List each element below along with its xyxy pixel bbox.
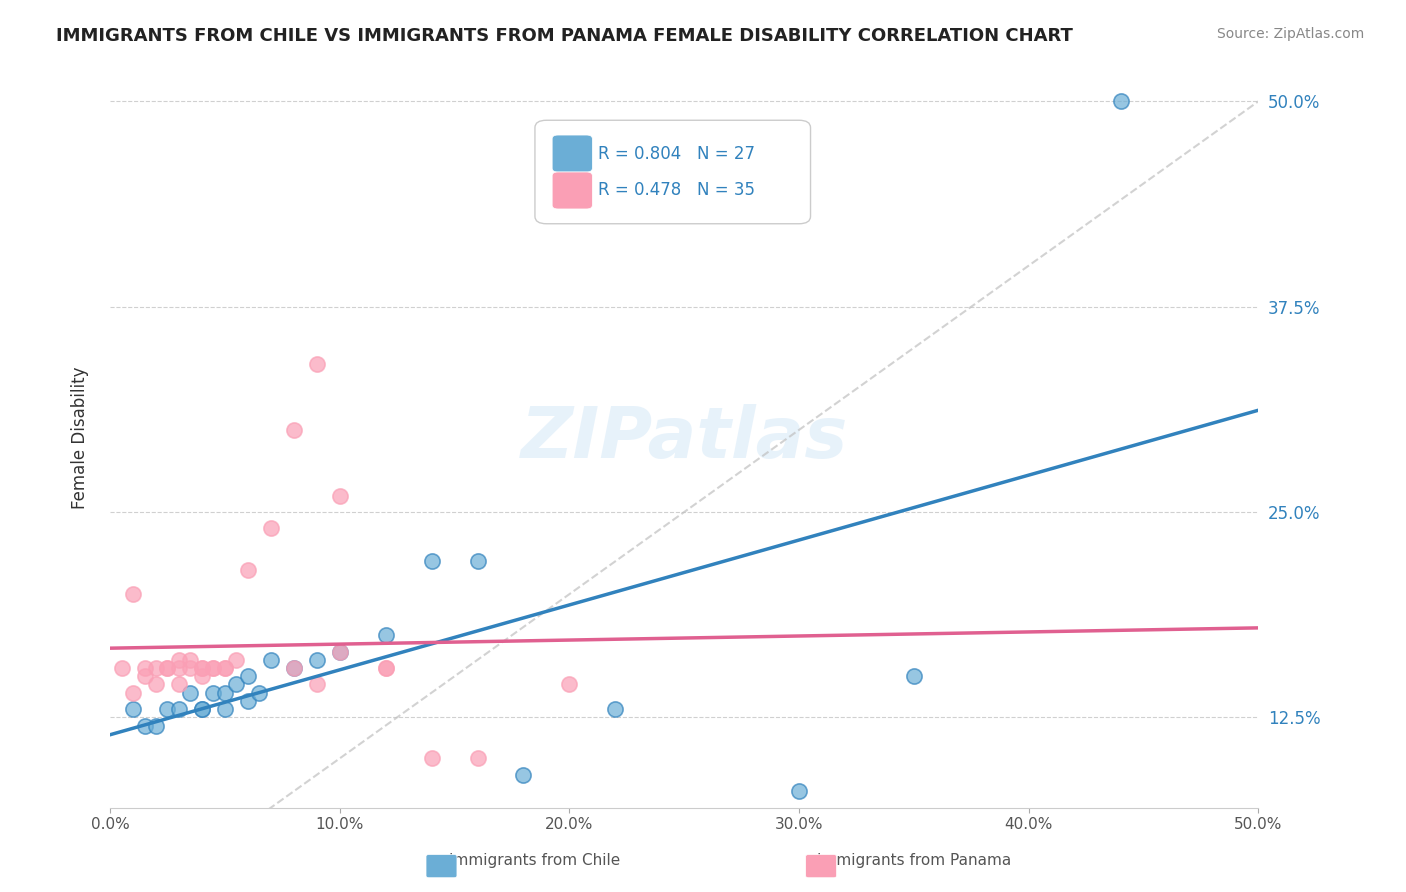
FancyBboxPatch shape bbox=[553, 135, 592, 172]
FancyBboxPatch shape bbox=[534, 120, 810, 224]
Point bbox=[225, 677, 247, 691]
Point bbox=[467, 554, 489, 568]
Point bbox=[305, 653, 328, 667]
Point bbox=[260, 653, 283, 667]
Point bbox=[191, 669, 214, 683]
Point bbox=[236, 669, 259, 683]
Point bbox=[134, 718, 156, 732]
Point bbox=[202, 661, 225, 675]
FancyBboxPatch shape bbox=[553, 172, 592, 209]
Point bbox=[558, 677, 581, 691]
Point bbox=[156, 661, 179, 675]
Text: Immigrants from Chile: Immigrants from Chile bbox=[449, 854, 620, 868]
Point bbox=[420, 751, 443, 765]
Point bbox=[122, 587, 145, 601]
Point bbox=[167, 653, 190, 667]
Point bbox=[191, 661, 214, 675]
Point bbox=[1109, 95, 1132, 109]
Point bbox=[167, 661, 190, 675]
Point bbox=[214, 661, 236, 675]
Point bbox=[283, 661, 305, 675]
Point bbox=[156, 661, 179, 675]
Point bbox=[214, 686, 236, 700]
Point bbox=[167, 702, 190, 716]
Point bbox=[191, 702, 214, 716]
Point bbox=[122, 686, 145, 700]
Point bbox=[179, 653, 201, 667]
Point bbox=[145, 718, 167, 732]
Point bbox=[329, 645, 352, 659]
Text: Immigrants from Panama: Immigrants from Panama bbox=[817, 854, 1011, 868]
Point bbox=[236, 562, 259, 576]
Point bbox=[605, 702, 627, 716]
Point bbox=[179, 661, 201, 675]
Point bbox=[145, 677, 167, 691]
Point bbox=[247, 686, 270, 700]
Point bbox=[225, 653, 247, 667]
Point bbox=[903, 669, 925, 683]
Text: ZIPatlas: ZIPatlas bbox=[520, 403, 848, 473]
Text: R = 0.478   N = 35: R = 0.478 N = 35 bbox=[598, 181, 755, 200]
Text: IMMIGRANTS FROM CHILE VS IMMIGRANTS FROM PANAMA FEMALE DISABILITY CORRELATION CH: IMMIGRANTS FROM CHILE VS IMMIGRANTS FROM… bbox=[56, 27, 1073, 45]
Point bbox=[202, 661, 225, 675]
Point bbox=[512, 768, 534, 782]
Point bbox=[191, 702, 214, 716]
Point bbox=[374, 661, 396, 675]
Point bbox=[787, 784, 810, 798]
Point bbox=[214, 661, 236, 675]
Point bbox=[167, 677, 190, 691]
Point bbox=[283, 661, 305, 675]
Point bbox=[329, 645, 352, 659]
Y-axis label: Female Disability: Female Disability bbox=[72, 367, 89, 509]
Text: Source: ZipAtlas.com: Source: ZipAtlas.com bbox=[1216, 27, 1364, 41]
Point bbox=[236, 694, 259, 708]
Point bbox=[202, 686, 225, 700]
Text: R = 0.804   N = 27: R = 0.804 N = 27 bbox=[598, 145, 755, 162]
Point bbox=[467, 751, 489, 765]
Point bbox=[329, 489, 352, 503]
Point bbox=[305, 677, 328, 691]
Point bbox=[134, 669, 156, 683]
Point bbox=[122, 702, 145, 716]
Point bbox=[134, 661, 156, 675]
Point bbox=[214, 702, 236, 716]
Point bbox=[374, 628, 396, 642]
Point bbox=[145, 661, 167, 675]
Point bbox=[156, 702, 179, 716]
Point bbox=[374, 661, 396, 675]
Point bbox=[420, 554, 443, 568]
Point bbox=[283, 423, 305, 437]
Point bbox=[305, 357, 328, 371]
Point bbox=[191, 661, 214, 675]
Point bbox=[110, 661, 132, 675]
Point bbox=[260, 521, 283, 535]
Point bbox=[179, 686, 201, 700]
